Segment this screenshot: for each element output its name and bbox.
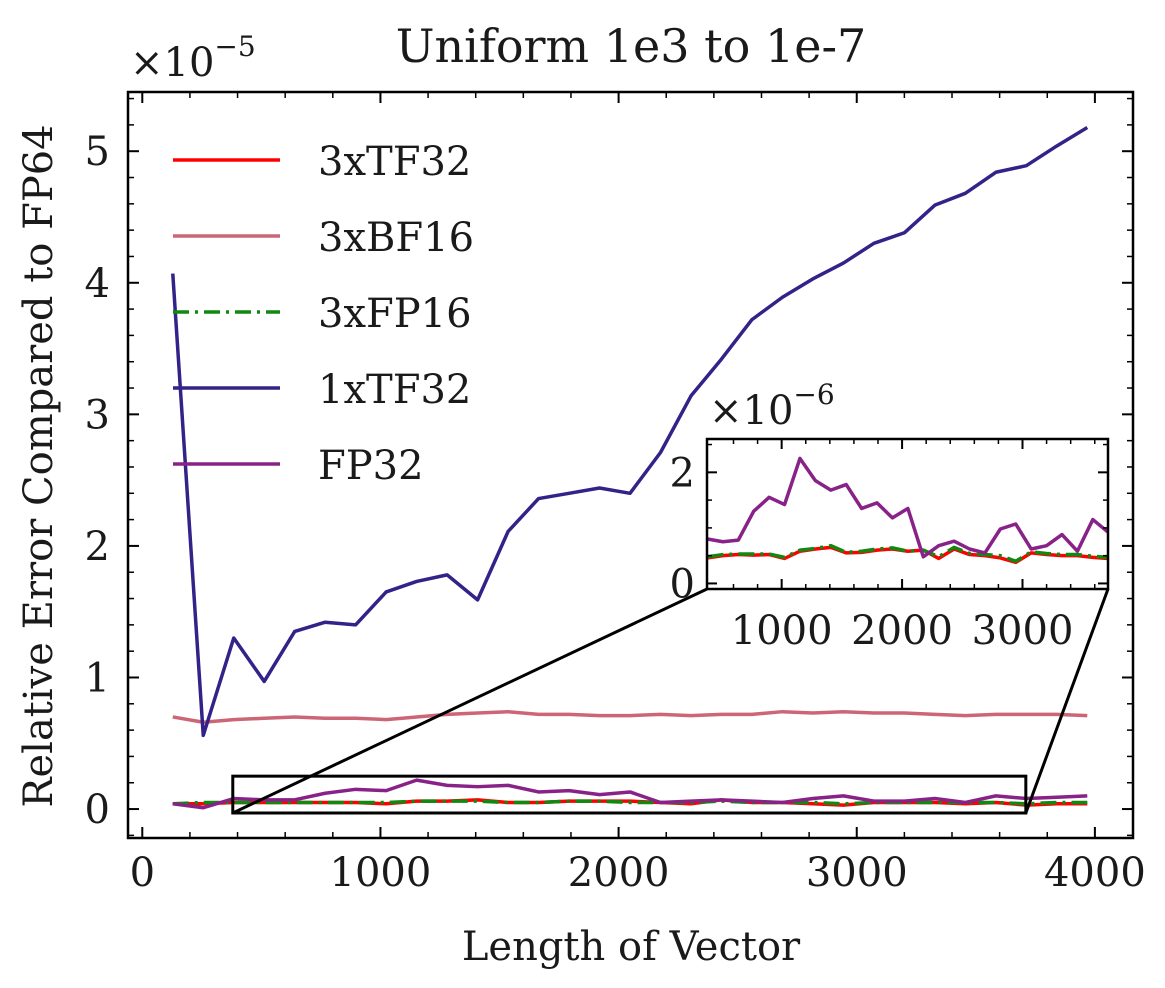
- y-multiplier: ×10−5: [130, 30, 256, 86]
- inset-y-multiplier-base: ×10: [709, 388, 793, 434]
- legend-label-fp32: FP32: [318, 443, 424, 489]
- series-line-3xbf16: [172, 709, 1088, 724]
- x-tick-label: 4000: [1044, 850, 1146, 896]
- inset-x-tick-label: 3000: [972, 608, 1074, 654]
- legend-label-1xtf32: 1xTF32: [318, 367, 471, 413]
- y-multiplier-exponent: −5: [214, 30, 255, 63]
- inset-y-tick-label: 0: [670, 561, 695, 607]
- inset-series-line-fp32: [707, 456, 1110, 559]
- inset-series-line-3xfp16: [707, 543, 1109, 563]
- y-tick-label: 5: [85, 129, 110, 175]
- inset-ticks: 1000 2000 3000 0 2: [670, 439, 1108, 654]
- zoom-connector-right: [1024, 588, 1110, 814]
- series-line-fp32: [172, 778, 1088, 810]
- legend-label-3xbf16: 3xBF16: [318, 215, 474, 261]
- x-axis-label: Length of Vector: [462, 924, 801, 970]
- zoom-connector-left: [232, 587, 708, 815]
- series-line-1xtf32: [171, 126, 1089, 738]
- main-ticks: 0 1000 2000 3000 4000 0 1 2 3 4 5: [85, 92, 1146, 896]
- legend: 3xTF32 3xBF16 3xFP16 1xTF32 FP32: [173, 139, 474, 489]
- x-tick-label: 3000: [806, 850, 908, 896]
- legend-label-3xtf32: 3xTF32: [318, 139, 471, 185]
- y-tick-label: 4: [85, 261, 110, 307]
- inset-y-multiplier-exponent: −6: [793, 378, 834, 411]
- y-tick-label: 0: [85, 787, 110, 833]
- zoom-indicator: [231, 587, 1110, 815]
- inset-frame: [705, 437, 1110, 591]
- inset-x-tick-label: 1000: [731, 608, 833, 654]
- x-tick-label: 0: [130, 850, 155, 896]
- inset-x-tick-label: 2000: [851, 608, 953, 654]
- main-series: [171, 126, 1089, 810]
- y-axis-label: Relative Error Compared to FP64: [16, 124, 62, 807]
- plot-frame: [126, 90, 1135, 840]
- series-line-3xfp16: [172, 799, 1088, 806]
- y-tick-label: 1: [85, 655, 110, 701]
- legend-label-3xfp16: 3xFP16: [318, 291, 472, 337]
- y-tick-label: 3: [85, 392, 110, 438]
- inset-y-multiplier: ×10−6: [709, 378, 835, 434]
- x-tick-label: 2000: [568, 850, 670, 896]
- chart-title: Uniform 1e3 to 1e-7: [396, 19, 867, 73]
- inset-y-tick-label: 2: [670, 450, 695, 496]
- inset-background: [707, 439, 1108, 589]
- y-tick-label: 2: [85, 524, 110, 570]
- inset-series: [707, 456, 1110, 565]
- zoom-rectangle: [231, 774, 1028, 815]
- x-tick-label: 1000: [330, 850, 432, 896]
- y-multiplier-base: ×10: [130, 40, 214, 86]
- inset-chart: 1000 2000 3000 0 2 ×10−6: [670, 378, 1110, 654]
